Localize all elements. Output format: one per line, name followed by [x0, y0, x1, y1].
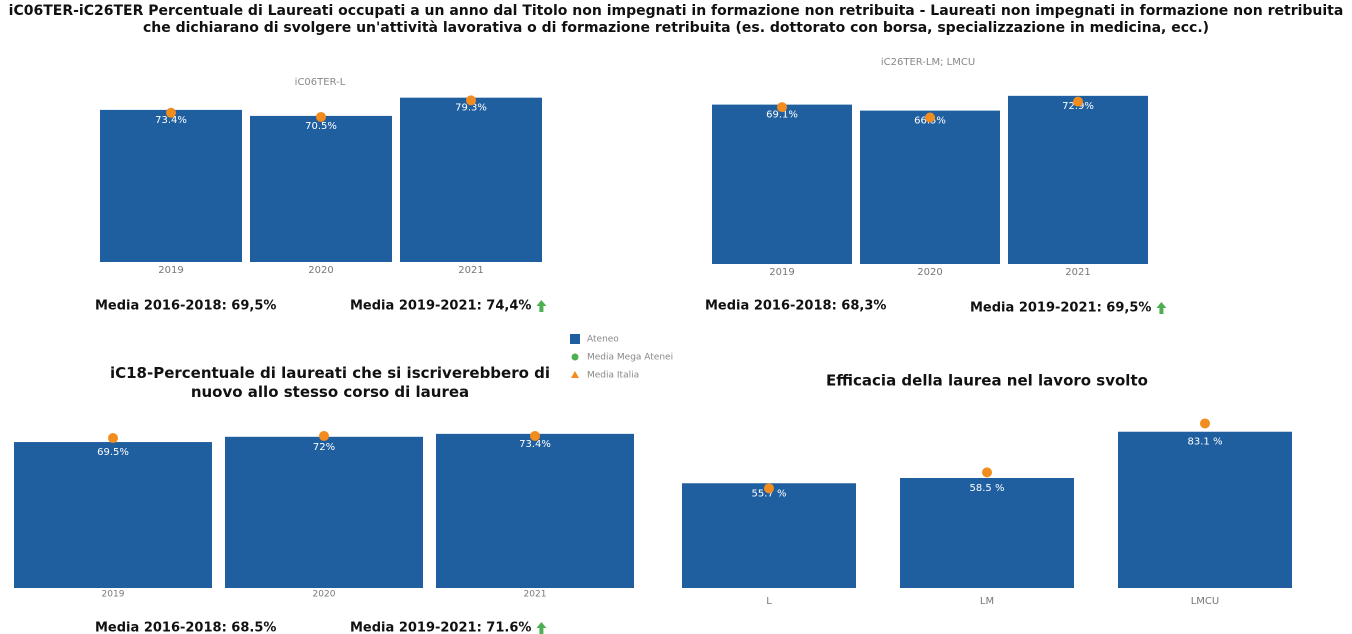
legend-label: Ateneo: [587, 335, 619, 345]
bar: [225, 436, 423, 588]
legend-swatch: [570, 334, 580, 344]
legend-label: Media Mega Atenei: [587, 353, 673, 363]
value-label: 69.1%: [766, 110, 798, 121]
marker: [319, 430, 329, 441]
value-label: 69.5%: [97, 447, 129, 458]
x-tick-label: 2019: [102, 590, 125, 600]
marker: [316, 111, 326, 122]
bar: [860, 110, 1000, 265]
bar: [100, 109, 242, 262]
value-label: 83.1 %: [1188, 437, 1223, 448]
x-tick-label: LM: [980, 596, 994, 607]
value-label: 55.7 %: [752, 488, 787, 499]
bar: [900, 477, 1074, 588]
legend-swatch: [571, 371, 579, 378]
legend-label: Media Italia: [587, 371, 639, 381]
marker: [530, 430, 540, 441]
marker: [982, 467, 992, 478]
x-tick-label: 2020: [313, 590, 336, 600]
legend-swatch: [571, 353, 579, 361]
up-arrow: [536, 300, 547, 312]
up-arrow: [1156, 302, 1167, 314]
note: Media 2019-2021: 71.6%: [350, 621, 531, 634]
marker: [777, 102, 787, 113]
note: Media 2016-2018: 68,3%: [705, 299, 886, 314]
bar: [250, 115, 392, 262]
x-tick-label: 2019: [158, 265, 183, 276]
marker: [466, 95, 476, 106]
x-tick-label: 2021: [1065, 267, 1090, 278]
value-label: 73.4%: [155, 115, 187, 126]
marker: [925, 112, 935, 123]
bar: [712, 104, 852, 264]
note: Media 2019-2021: 74,4%: [350, 299, 531, 314]
page-title: iC06TER-iC26TER Percentuale di Laureati …: [8, 3, 1344, 36]
marker: [1200, 418, 1210, 429]
marker: [1073, 96, 1083, 107]
note: Media 2016-2018: 69,5%: [95, 299, 276, 314]
x-tick-label: LMCU: [1191, 596, 1220, 607]
chart-title: iC06TER-L: [295, 77, 346, 88]
marker: [764, 483, 774, 494]
x-tick-label: 2021: [524, 590, 547, 600]
bar: [436, 433, 634, 588]
x-tick-label: L: [766, 596, 772, 607]
chart-title: Efficacia della laurea nel lavoro svolto: [826, 372, 1148, 390]
x-tick-label: 2020: [308, 265, 333, 276]
value-label: 58.5 %: [970, 483, 1005, 494]
up-arrow: [536, 622, 547, 634]
bar: [400, 97, 542, 262]
note: Media 2016-2018: 68.5%: [95, 621, 276, 634]
value-label: 72%: [313, 442, 335, 453]
value-label: 73.4%: [519, 439, 551, 450]
marker: [108, 433, 118, 444]
chart-title: iC26TER-LM; LMCU: [881, 57, 975, 68]
chart-title: iC18-Percentuale di laureati che si iscr…: [109, 364, 551, 401]
x-tick-label: 2021: [458, 265, 483, 276]
value-label: 70.5%: [305, 121, 337, 132]
bar: [1008, 95, 1148, 265]
value-label: 79.3%: [455, 103, 487, 114]
bar: [1118, 431, 1292, 588]
note: Media 2019-2021: 69,5%: [970, 301, 1151, 316]
bar: [14, 442, 212, 588]
bar: [682, 483, 856, 588]
x-tick-label: 2020: [917, 267, 942, 278]
x-tick-label: 2019: [769, 267, 794, 278]
marker: [166, 107, 176, 118]
